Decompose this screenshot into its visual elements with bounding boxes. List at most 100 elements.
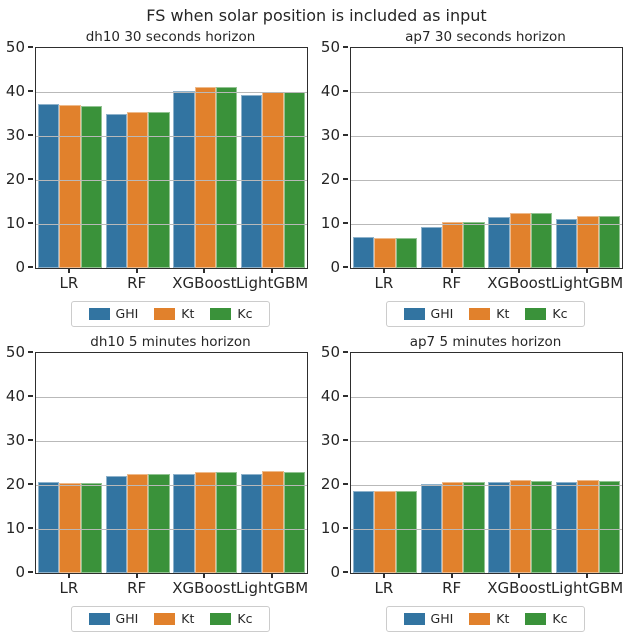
bar-kt-xgboost bbox=[194, 472, 217, 573]
x-tick-label-rf: RF bbox=[127, 274, 147, 292]
bar-kc-rf bbox=[148, 111, 170, 268]
gridline-y30 bbox=[36, 135, 307, 137]
legend-item-kc: Kc bbox=[525, 307, 567, 321]
gridline-y40 bbox=[36, 91, 307, 93]
y-tick-label: 40 bbox=[5, 387, 25, 405]
y-tick-mark bbox=[343, 134, 348, 136]
y-tick-mark bbox=[343, 46, 348, 48]
y-tick-label: 0 bbox=[330, 563, 340, 581]
y-tick-mark bbox=[28, 178, 33, 180]
bar-ghi-lightgbm bbox=[556, 482, 578, 573]
x-tick-label-lr: LR bbox=[374, 579, 394, 597]
x-tick-label-rf: RF bbox=[127, 579, 147, 597]
legend-swatch-icon bbox=[525, 308, 547, 320]
legend-label: Kc bbox=[552, 611, 568, 626]
plot-area bbox=[35, 47, 308, 269]
legend-swatch-icon bbox=[525, 613, 547, 625]
legend-item-ghi: GHI bbox=[88, 306, 139, 321]
y-tick-mark bbox=[28, 395, 33, 397]
y-tick-mark bbox=[28, 266, 33, 268]
x-tick-label-lr: LR bbox=[59, 579, 79, 597]
bar-kt-lr bbox=[374, 237, 396, 268]
bar-kt-rf bbox=[126, 474, 149, 573]
bar-kt-lightgbm bbox=[262, 471, 284, 573]
bar-ghi-rf bbox=[105, 475, 127, 573]
bar-kc-lightgbm bbox=[283, 472, 306, 573]
legend-swatch-icon bbox=[154, 308, 176, 320]
y-tick-label: 10 bbox=[320, 519, 340, 537]
legend-label: Kc bbox=[237, 611, 253, 626]
x-axis: LR RF XGBoost LightGBM bbox=[350, 268, 624, 296]
bar-kc-xgboost bbox=[216, 472, 238, 573]
legend-box: GHI Kt Kc bbox=[385, 606, 586, 632]
y-tick-mark bbox=[28, 351, 33, 353]
y-tick-label: 50 bbox=[320, 38, 340, 56]
legend: GHI Kt Kc bbox=[35, 301, 306, 327]
x-tick-label-xgboost: XGBoost bbox=[172, 274, 237, 292]
legend-label: Kt bbox=[181, 611, 195, 626]
bar-kt-lr bbox=[374, 491, 396, 573]
legend-item-ghi: GHI bbox=[403, 612, 453, 626]
y-tick-label: 0 bbox=[330, 258, 340, 276]
x-tick-mark bbox=[450, 573, 453, 578]
legend: GHI Kt Kc bbox=[350, 301, 621, 327]
bar-kc-xgboost bbox=[531, 213, 553, 268]
x-tick-label-lightgbm: LightGBM bbox=[235, 579, 309, 597]
subplot-title: dh10 30 seconds horizon bbox=[85, 29, 256, 45]
y-tick-label: 50 bbox=[5, 38, 25, 56]
y-axis: 0 10 20 30 40 50 bbox=[316, 344, 349, 580]
legend-label: GHI bbox=[115, 611, 139, 626]
y-tick-mark bbox=[28, 439, 33, 441]
x-tick-label-lr: LR bbox=[374, 274, 394, 292]
x-tick-mark bbox=[382, 573, 385, 578]
y-tick-mark bbox=[343, 483, 348, 485]
y-tick-label: 10 bbox=[5, 214, 25, 232]
legend-swatch-icon bbox=[88, 308, 110, 320]
subplot-title: ap7 5 minutes horizon bbox=[409, 334, 562, 350]
legend-label: GHI bbox=[115, 306, 139, 321]
y-tick-mark bbox=[28, 527, 33, 529]
y-axis: 0 10 20 30 40 50 bbox=[316, 39, 349, 275]
legend-item-kc: Kc bbox=[210, 612, 252, 626]
y-tick-mark bbox=[343, 527, 348, 529]
y-tick-mark bbox=[343, 266, 348, 268]
gridline-y40 bbox=[36, 396, 307, 398]
bar-ghi-lr bbox=[352, 237, 375, 268]
legend-item-kc: Kc bbox=[210, 307, 252, 321]
y-tick-mark bbox=[343, 90, 348, 92]
x-tick-label-lr: LR bbox=[59, 274, 79, 292]
x-tick-mark bbox=[271, 268, 274, 273]
y-tick-mark bbox=[28, 222, 33, 224]
legend-item-kt: Kt bbox=[154, 612, 194, 626]
bar-ghi-lr bbox=[37, 104, 60, 268]
figure-title: FS when solar position is included as in… bbox=[146, 6, 487, 25]
y-tick-mark bbox=[343, 222, 348, 224]
legend-label: GHI bbox=[430, 306, 454, 321]
y-tick-mark bbox=[343, 351, 348, 353]
y-tick-label: 10 bbox=[5, 519, 25, 537]
plot-area bbox=[350, 47, 623, 269]
x-tick-mark bbox=[518, 573, 521, 578]
x-tick-mark bbox=[382, 268, 385, 273]
y-tick-mark bbox=[343, 178, 348, 180]
y-tick-mark bbox=[343, 395, 348, 397]
y-tick-label: 20 bbox=[5, 475, 25, 493]
bar-kt-lightgbm bbox=[577, 480, 599, 573]
legend-box: GHI Kt Kc bbox=[385, 301, 586, 327]
legend-swatch-icon bbox=[88, 613, 110, 625]
legend-item-kt: Kt bbox=[469, 612, 509, 626]
bar-kc-lightgbm bbox=[598, 481, 621, 573]
bar-kc-lr bbox=[80, 105, 102, 268]
subplot-ap7-5min: ap7 5 minutes horizon 0 10 20 30 40 50 LR RF XG… bbox=[316, 333, 633, 637]
x-tick-mark bbox=[450, 268, 453, 273]
x-tick-label-lightgbm: LightGBM bbox=[550, 274, 624, 292]
x-tick-mark bbox=[586, 573, 589, 578]
bar-ghi-xgboost bbox=[173, 474, 195, 573]
bar-kt-xgboost bbox=[509, 213, 532, 268]
y-tick-mark bbox=[28, 571, 33, 573]
y-tick-label: 30 bbox=[320, 126, 340, 144]
bar-kt-rf bbox=[441, 222, 464, 268]
bar-kt-lightgbm bbox=[577, 215, 599, 268]
y-axis: 0 10 20 30 40 50 bbox=[0, 39, 34, 275]
bar-ghi-rf bbox=[105, 114, 127, 268]
